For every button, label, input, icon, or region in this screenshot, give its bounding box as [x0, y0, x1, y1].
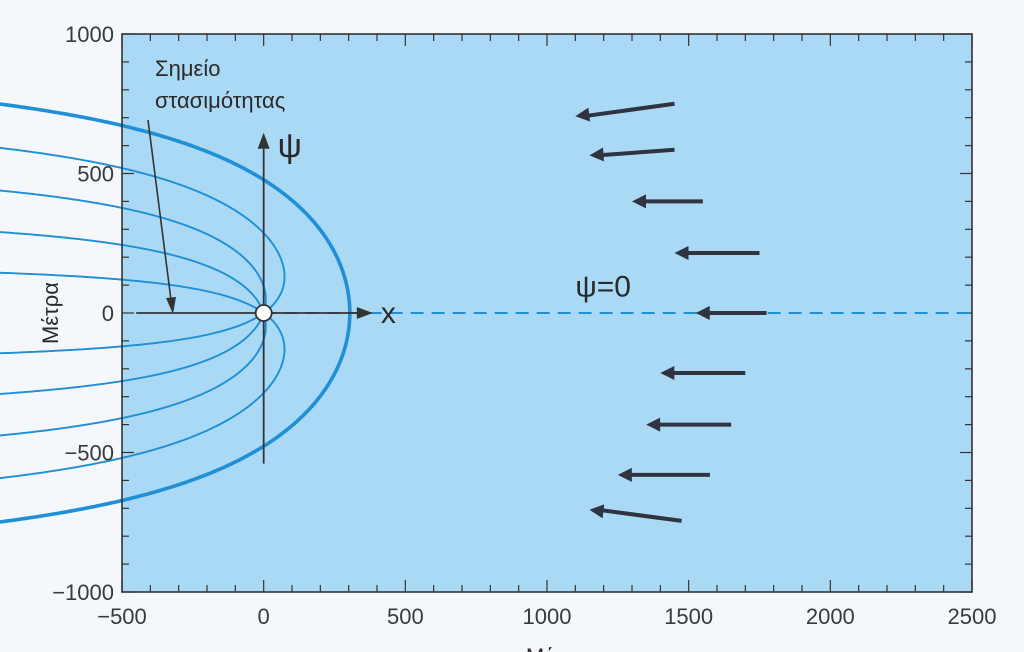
y-tick-label: 1000	[65, 22, 114, 47]
y-tick-label: 0	[102, 301, 114, 326]
flow-arrows	[575, 101, 767, 523]
psi-axis-label: ψ	[278, 127, 302, 165]
flow-arrowhead	[695, 306, 710, 320]
flow-arrow	[597, 507, 682, 523]
streamlines	[0, 47, 1024, 580]
x-tick-label: 1500	[664, 604, 713, 629]
flow-arrowhead	[674, 246, 689, 261]
x-tick-label: 500	[387, 604, 424, 629]
flow-arrowhead	[632, 194, 646, 209]
y-tick-label: −500	[64, 441, 114, 466]
local-axes	[136, 119, 373, 464]
flow-arrowhead	[589, 147, 604, 162]
x-tick-label: −500	[97, 604, 147, 629]
x-axis-arrowhead	[356, 307, 373, 319]
y-tick-labels: −1000 −500 0 500 1000	[52, 22, 114, 605]
y-tick-label: 500	[77, 162, 114, 187]
x-tick-labels: −500 0 500 1000 1500 2000 2500	[97, 604, 996, 629]
plot-frame	[121, 33, 973, 593]
stagnation-pointer-head	[166, 297, 176, 314]
flow-arrowhead	[617, 467, 632, 482]
flow-arrowhead	[660, 365, 675, 380]
x-tick-label: 1000	[523, 604, 572, 629]
psi-axis-arrowhead	[257, 132, 270, 149]
flow-arrowhead	[575, 107, 591, 122]
y-axis-label: Μέτρα	[38, 282, 63, 344]
flow-arrow	[583, 101, 675, 119]
x-tick-label: 0	[258, 604, 270, 629]
stagnation-label-line2: στασιμότητας	[155, 88, 285, 113]
x-tick-label: 2000	[806, 604, 855, 629]
x-axis-label: Μέ	[526, 644, 554, 652]
minor-tick-marks	[121, 33, 973, 593]
x-tick-label: 2500	[948, 604, 997, 629]
flow-arrowhead	[646, 417, 661, 432]
flow-arrow	[597, 147, 675, 158]
flow-arrowhead	[589, 504, 605, 519]
well-marker	[254, 304, 273, 322]
x-axis-local-label: x	[381, 297, 396, 330]
stagnation-pointer	[147, 119, 172, 301]
stagnation-label-line1: Σημείο	[155, 56, 220, 81]
psi-zero-label: ψ=0	[575, 270, 631, 303]
y-tick-label: −1000	[52, 580, 114, 605]
